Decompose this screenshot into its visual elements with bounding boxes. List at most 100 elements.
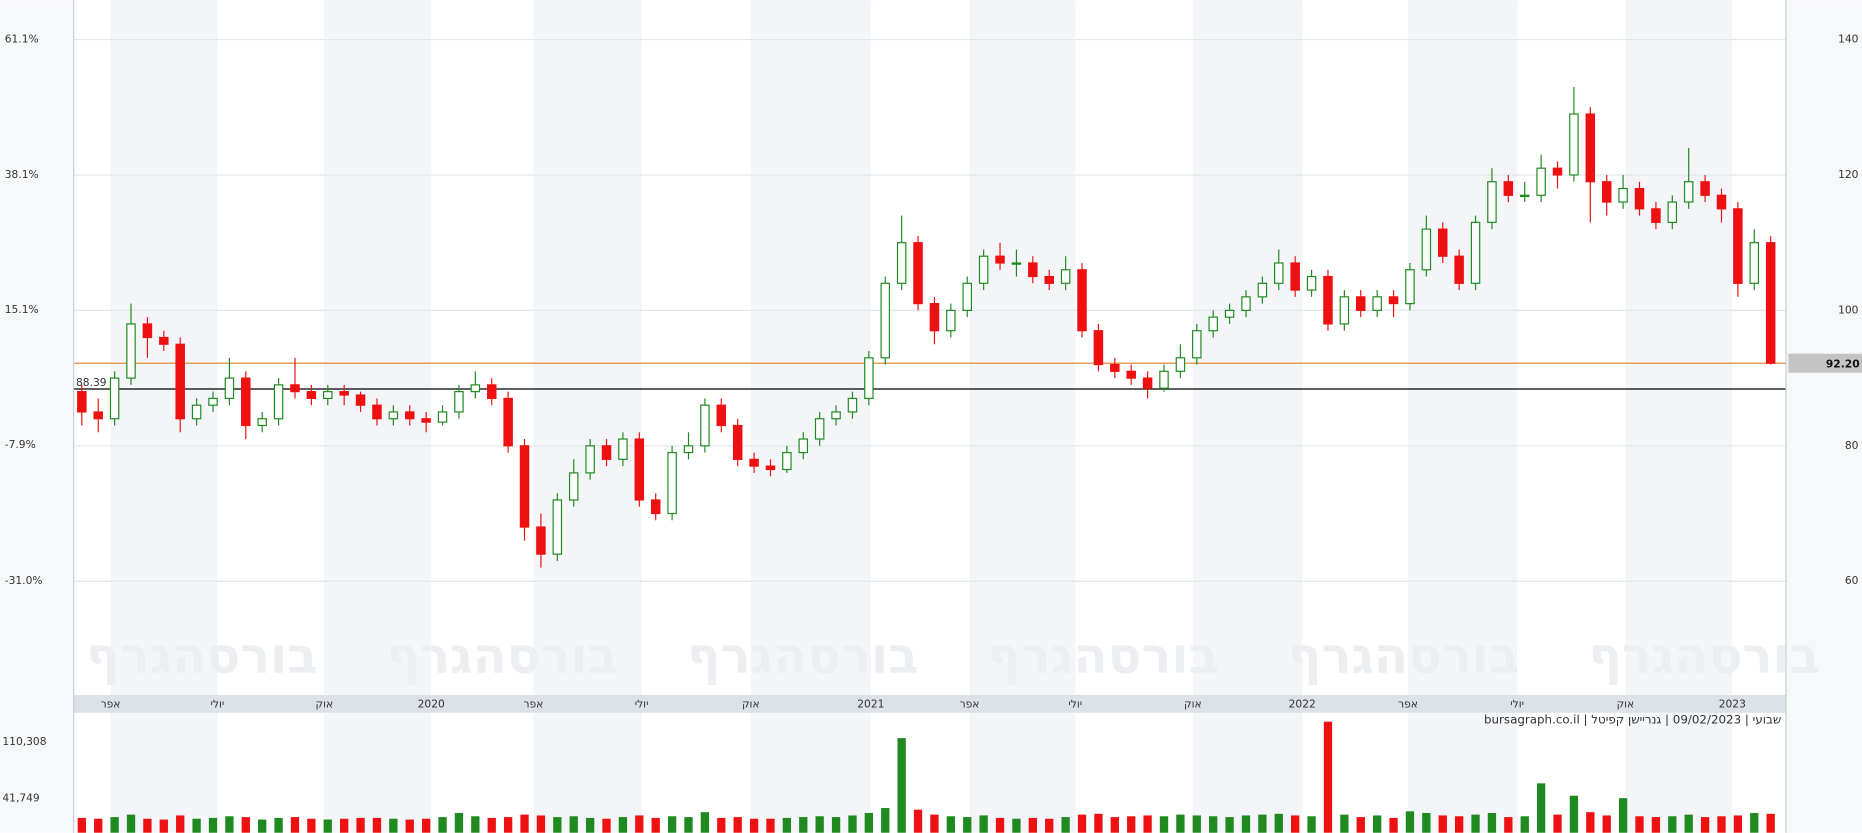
candle-body: [1634, 187, 1645, 210]
candle-body: [1454, 255, 1464, 284]
candle-body: [1618, 187, 1628, 203]
volume-bar: [1504, 817, 1513, 833]
volume-bar: [766, 818, 775, 833]
candle-body: [880, 282, 891, 359]
x-tick-label: אפר: [523, 697, 543, 710]
last-price-label: 92.20: [1826, 357, 1860, 370]
candle-body: [503, 397, 513, 447]
candle-body: [1126, 370, 1136, 379]
x-tick-label: יולי: [635, 697, 649, 710]
candle-body: [1290, 262, 1300, 291]
volume-bar: [503, 817, 513, 833]
quarter-stripe: [1407, 712, 1518, 833]
watermark: בורסהגרף: [86, 627, 318, 685]
x-tick-label: 2022: [1289, 697, 1316, 710]
candle-body: [618, 438, 628, 460]
candle-body: [1192, 330, 1202, 359]
x-tick-label: יולי: [1510, 697, 1524, 710]
volume-bar: [913, 809, 923, 833]
volume-bar: [192, 818, 201, 833]
marks: [77, 86, 1776, 833]
volume-bar: [1012, 818, 1021, 833]
candle-body: [946, 309, 956, 332]
footer: שבועי | 09/02/2023 | גנריישן קפיטל | bur…: [1484, 712, 1781, 726]
y-tick-label: 120: [1838, 168, 1859, 181]
quarter-stripe: [1625, 0, 1733, 695]
volume-bar: [700, 812, 710, 833]
quarter-stripe: [750, 712, 871, 833]
labels: אפר יולי אוק 2020 אפר יולי אוק 2021 אפר יולי אוק 20…: [2, 33, 1862, 804]
volume-bar: [651, 817, 660, 833]
candle-body: [896, 242, 907, 284]
candle-body: [1536, 167, 1546, 196]
candle-body: [1651, 208, 1661, 223]
volume-bar: [1274, 813, 1283, 833]
candle-body: [306, 391, 317, 399]
candle-body: [1601, 181, 1612, 203]
candle-body: [1421, 228, 1432, 271]
volume-bar: [1110, 817, 1119, 833]
volume-bar: [110, 817, 119, 833]
candle-body: [634, 438, 645, 501]
volume-bar: [1536, 783, 1546, 833]
candle-body: [864, 357, 874, 400]
volume-bar: [405, 819, 414, 833]
volume-bar: [1602, 815, 1611, 833]
volume-bar: [1045, 818, 1054, 833]
x-tick-label: יולי: [1068, 697, 1082, 710]
volume-bar: [159, 819, 168, 833]
stripes: [110, 0, 1733, 833]
candle-body: [782, 451, 792, 471]
candle-body: [585, 445, 595, 474]
candle-body: [1110, 363, 1120, 372]
volume-bar: [126, 814, 136, 833]
candle-body: [814, 418, 825, 440]
candle-body: [1011, 262, 1022, 265]
volume-bar: [1176, 814, 1185, 833]
volume-bar: [585, 817, 595, 833]
volume-bar: [421, 818, 431, 833]
candle-body: [1765, 242, 1776, 364]
volume-tick-label: 41,749: [2, 791, 40, 804]
x-tick-label: 2023: [1719, 697, 1746, 710]
volume-bar: [1651, 817, 1661, 833]
candle-body: [355, 394, 366, 406]
candle-body: [241, 377, 251, 427]
quarter-stripe: [750, 0, 871, 695]
volume-bar: [1405, 811, 1415, 833]
volume-bar: [438, 817, 447, 833]
x-tick-label: אפר: [1398, 697, 1418, 710]
volume-bar: [1733, 815, 1743, 833]
quarter-stripe: [1192, 712, 1303, 833]
watermark: בורסהגרף: [987, 627, 1219, 685]
candle-body: [388, 411, 399, 420]
volume-bar: [553, 817, 562, 833]
volume-bar: [323, 819, 332, 833]
volume-bar: [1684, 814, 1693, 833]
volume-bar: [356, 817, 365, 833]
y-tick-label: 80: [1845, 439, 1859, 452]
volume-bar: [536, 815, 546, 833]
volume-bar: [1471, 814, 1480, 833]
candle-body: [913, 242, 923, 305]
candle-body: [962, 282, 972, 311]
volume-bar: [963, 817, 972, 833]
volume-bar: [1258, 814, 1267, 833]
candle-body: [1470, 221, 1481, 284]
volume-bar: [1750, 812, 1759, 833]
quarter-stripe: [969, 0, 1076, 695]
candle-body: [159, 336, 169, 345]
volume-bar: [1225, 817, 1234, 833]
last-price-tag: [1788, 353, 1862, 373]
candle-body: [1585, 113, 1596, 183]
candle-body: [798, 438, 809, 454]
watermarks: בורסהגרף בורסהגרף בורסהגרף בורסהגרף בורסהגרף…: [86, 627, 1820, 685]
y-tick-label: 140: [1838, 33, 1859, 46]
base-line-label: 88.39: [76, 376, 107, 389]
candle-body: [1241, 296, 1251, 311]
candle-body: [109, 377, 120, 420]
candle-body: [372, 404, 382, 420]
volume-bar: [930, 814, 939, 833]
